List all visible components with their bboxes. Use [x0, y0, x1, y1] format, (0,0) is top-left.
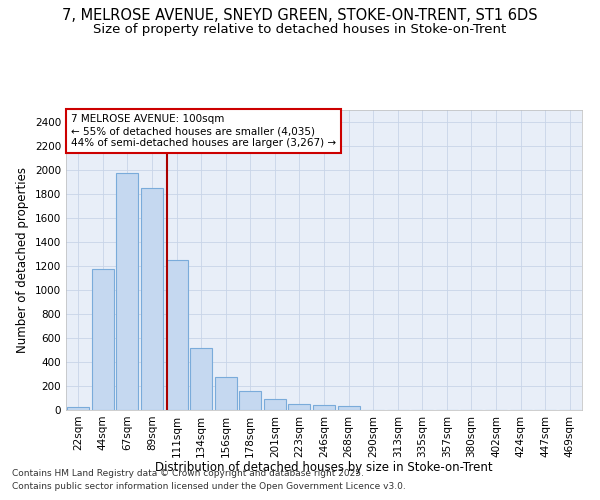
Bar [215, 377, 237, 410]
Text: 7 MELROSE AVENUE: 100sqm
← 55% of detached houses are smaller (4,035)
44% of sem: 7 MELROSE AVENUE: 100sqm ← 55% of detach… [71, 114, 336, 148]
Bar [141, 188, 163, 410]
Text: 7, MELROSE AVENUE, SNEYD GREEN, STOKE-ON-TRENT, ST1 6DS: 7, MELROSE AVENUE, SNEYD GREEN, STOKE-ON… [62, 8, 538, 22]
Bar [190, 348, 212, 410]
Bar [338, 406, 359, 410]
Text: Contains HM Land Registry data © Crown copyright and database right 2025.: Contains HM Land Registry data © Crown c… [12, 468, 364, 477]
Text: Size of property relative to detached houses in Stoke-on-Trent: Size of property relative to detached ho… [94, 22, 506, 36]
Bar [264, 399, 286, 410]
Bar [67, 406, 89, 410]
Bar [313, 405, 335, 410]
Bar [116, 173, 139, 410]
Bar [166, 260, 188, 410]
Bar [92, 269, 114, 410]
Bar [239, 392, 262, 410]
Y-axis label: Number of detached properties: Number of detached properties [16, 167, 29, 353]
Bar [289, 404, 310, 410]
X-axis label: Distribution of detached houses by size in Stoke-on-Trent: Distribution of detached houses by size … [155, 461, 493, 474]
Text: Contains public sector information licensed under the Open Government Licence v3: Contains public sector information licen… [12, 482, 406, 491]
